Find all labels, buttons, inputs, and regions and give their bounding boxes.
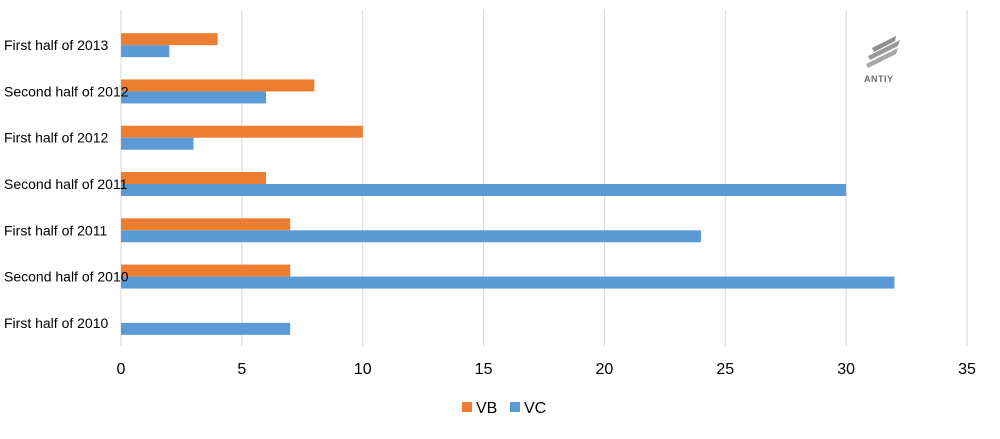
legend: VB VC (462, 400, 546, 417)
bar-vc-1 (121, 91, 267, 104)
x-tick-label-0: 0 (117, 361, 126, 378)
bar-vc-3 (121, 184, 847, 196)
bar-vb-4 (121, 218, 291, 231)
category-label-0: First half of 2013 (4, 37, 108, 53)
legend-label-vb: VB (476, 400, 497, 417)
x-tick-label-20: 20 (596, 361, 614, 378)
legend-label-vc: VC (524, 400, 546, 417)
category-label-2: First half of 2012 (4, 130, 108, 146)
bar-vb-0 (121, 33, 218, 46)
x-axis-ticks: 0 5 10 15 20 25 30 35 (117, 361, 976, 378)
x-tick-label-5: 5 (237, 361, 246, 378)
x-tick-label-15: 15 (475, 361, 493, 378)
category-label-1: Second half of 2012 (4, 83, 129, 99)
legend-swatch-vc (510, 402, 520, 412)
x-tick-label-25: 25 (716, 361, 734, 378)
bar-vc-6 (121, 322, 291, 335)
bar-vc-2 (121, 137, 194, 150)
bar-vb-1 (121, 79, 315, 92)
bar-vc-0 (121, 45, 170, 58)
category-label-6: First half of 2010 (4, 315, 108, 331)
bar-vc-4 (121, 230, 702, 243)
antiy-logo: ANTIY (864, 36, 900, 84)
gridlines (120, 10, 968, 346)
x-tick-label-35: 35 (958, 361, 976, 378)
category-label-3: Second half of 2011 (4, 176, 128, 192)
x-tick-label-10: 10 (354, 361, 372, 378)
logo-text: ANTIY (864, 74, 894, 84)
category-label-4: First half of 2011 (4, 222, 107, 238)
category-label-5: Second half of 2010 (4, 269, 129, 285)
x-tick-label-30: 30 (837, 361, 855, 378)
antiy-logo-icon (866, 36, 900, 68)
legend-swatch-vb (462, 402, 472, 412)
bar-vc-5 (121, 276, 895, 289)
category-labels: First half of 2013 Second half of 2012 Fir… (4, 37, 129, 331)
bar-vb-2 (121, 125, 363, 138)
bars (121, 33, 895, 335)
bar-vb-3 (121, 172, 267, 184)
bar-vb-5 (121, 264, 291, 277)
